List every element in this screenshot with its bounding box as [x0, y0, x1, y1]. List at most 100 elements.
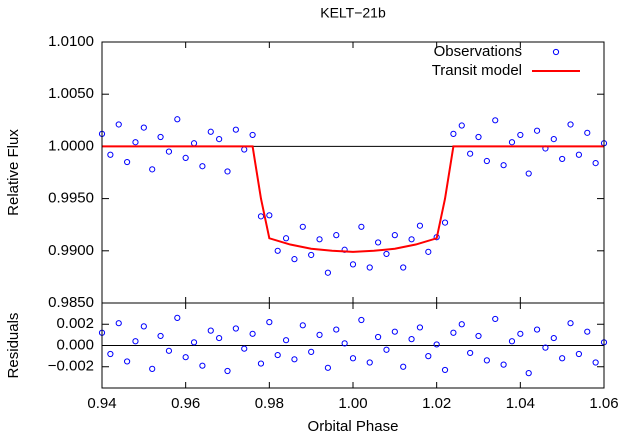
data-point	[232, 126, 239, 133]
data-point	[366, 359, 373, 366]
data-point	[324, 269, 331, 276]
data-point	[124, 358, 131, 365]
data-point	[400, 264, 407, 271]
data-point	[249, 330, 256, 337]
data-point	[333, 326, 340, 333]
data-point	[508, 338, 516, 345]
data-point	[274, 351, 281, 359]
data-point	[149, 166, 156, 173]
data-point	[115, 320, 122, 327]
data-point	[316, 236, 323, 243]
data-point	[358, 223, 365, 230]
data-point	[241, 146, 248, 153]
data-point	[216, 334, 223, 342]
x-axis-label: Orbital Phase	[308, 418, 399, 435]
y-tick-label: 0.000	[56, 336, 94, 353]
y-axis-label: Relative Flux	[5, 129, 22, 216]
data-point	[207, 128, 214, 135]
data-point	[467, 349, 474, 357]
data-point	[140, 124, 147, 131]
data-point	[375, 333, 382, 341]
data-point	[508, 139, 516, 146]
data-point	[341, 340, 348, 347]
data-point	[525, 170, 532, 177]
data-point	[241, 345, 248, 352]
data-point	[257, 213, 265, 220]
data-point	[107, 350, 114, 358]
data-point	[391, 328, 398, 335]
data-point	[282, 235, 290, 242]
data-point	[550, 334, 557, 342]
data-point	[550, 135, 557, 143]
data-point	[291, 256, 298, 263]
data-point	[324, 364, 331, 371]
legend-label: Observations	[434, 43, 522, 60]
data-point	[383, 346, 390, 353]
data-point	[249, 131, 256, 139]
y-tick-label: 0.9900	[48, 242, 94, 259]
x-tick-label: 0.96	[171, 395, 200, 412]
data-point	[533, 326, 541, 333]
x-tick-label: 1.04	[506, 395, 535, 412]
data-point	[308, 348, 315, 355]
data-point	[533, 127, 541, 134]
data-point	[408, 336, 415, 343]
chart-title: KELT−21b	[320, 5, 386, 21]
data-point	[475, 332, 482, 340]
data-point	[567, 121, 574, 128]
data-point	[316, 331, 323, 338]
x-tick-label: 1.02	[422, 395, 451, 412]
data-point	[124, 158, 131, 166]
data-point	[500, 162, 507, 169]
data-point	[592, 359, 599, 366]
y-tick-label: 1.0000	[48, 137, 94, 154]
data-point	[216, 135, 223, 143]
data-point	[492, 315, 499, 323]
data-point	[425, 248, 432, 255]
data-point	[132, 139, 139, 146]
data-point	[266, 212, 273, 219]
data-point	[190, 140, 198, 147]
data-point	[282, 337, 290, 344]
data-point	[500, 361, 507, 368]
data-point	[140, 323, 147, 330]
data-point	[492, 117, 499, 124]
legend-swatch	[552, 48, 560, 56]
data-point	[450, 130, 457, 137]
data-point	[199, 362, 206, 369]
data-point	[567, 320, 574, 327]
data-point	[257, 360, 265, 367]
y-tick-label: 1.0100	[48, 33, 94, 50]
data-point	[308, 251, 315, 259]
data-point	[592, 160, 599, 167]
y-tick-label: 0.002	[56, 315, 94, 332]
data-point	[199, 163, 206, 170]
data-point	[132, 338, 139, 345]
data-point	[483, 357, 490, 364]
data-point	[358, 316, 365, 324]
data-point	[182, 154, 189, 161]
data-point	[458, 122, 465, 129]
data-point	[441, 366, 449, 374]
data-point	[190, 339, 198, 346]
data-point	[416, 324, 424, 331]
data-point	[391, 232, 398, 239]
data-point	[517, 330, 524, 337]
data-point	[366, 264, 373, 271]
data-point	[400, 363, 407, 370]
y-tick-label: 1.0050	[48, 85, 94, 102]
data-point	[559, 355, 566, 362]
data-point	[149, 365, 156, 372]
data-point	[584, 129, 591, 136]
y-tick-label: 0.9950	[48, 190, 94, 207]
data-point	[517, 131, 524, 139]
data-point	[433, 341, 440, 348]
data-point	[174, 116, 181, 123]
data-point	[232, 325, 239, 332]
legend-label: Transit model	[432, 62, 522, 79]
data-point	[157, 332, 164, 340]
plot-frame	[101, 302, 605, 389]
data-point	[207, 327, 214, 334]
data-point	[441, 219, 449, 226]
